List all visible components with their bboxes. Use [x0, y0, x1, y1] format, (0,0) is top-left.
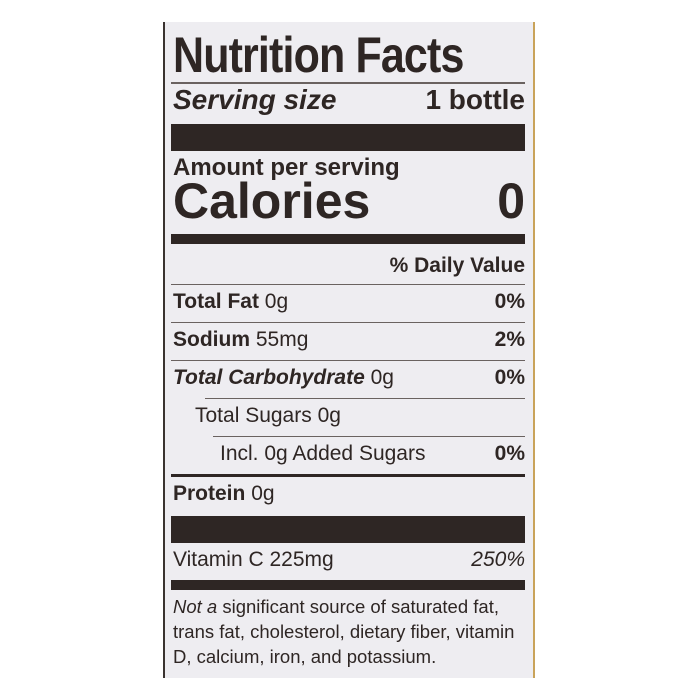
- nutrient-row: Total Fat 0g 0%: [173, 290, 525, 313]
- serving-size-value: 1 bottle: [425, 84, 525, 115]
- amount-per-serving: Amount per serving: [173, 154, 400, 181]
- thick-divider: [171, 124, 525, 151]
- nutrient-row: Incl. 0g Added Sugars 0%: [220, 442, 525, 465]
- label-title: Nutrition Facts: [173, 27, 464, 83]
- serving-size-row: Serving size 1 bottle: [173, 84, 525, 116]
- medium-divider: [171, 580, 525, 590]
- nutrient-row: Protein 0g: [173, 482, 275, 505]
- nutrition-facts-label: Nutrition Facts Serving size 1 bottle Am…: [163, 22, 535, 678]
- nutrient-row: Total Sugars 0g: [195, 404, 341, 427]
- thick-divider: [171, 516, 525, 543]
- serving-size-label: Serving size: [173, 84, 337, 115]
- daily-value-header: % Daily Value: [389, 254, 525, 277]
- nutrient-row: Total Carbohydrate 0g 0%: [173, 366, 525, 389]
- calories-row: Calories 0: [173, 172, 525, 230]
- calories-value: 0: [497, 173, 525, 229]
- nutrient-row: Sodium 55mg 2%: [173, 328, 525, 351]
- vitamin-row: Vitamin C 225mg 250%: [173, 548, 525, 571]
- footnote: Not a significant source of saturated fa…: [173, 596, 515, 667]
- medium-divider: [171, 234, 525, 244]
- calories-label: Calories: [173, 173, 371, 229]
